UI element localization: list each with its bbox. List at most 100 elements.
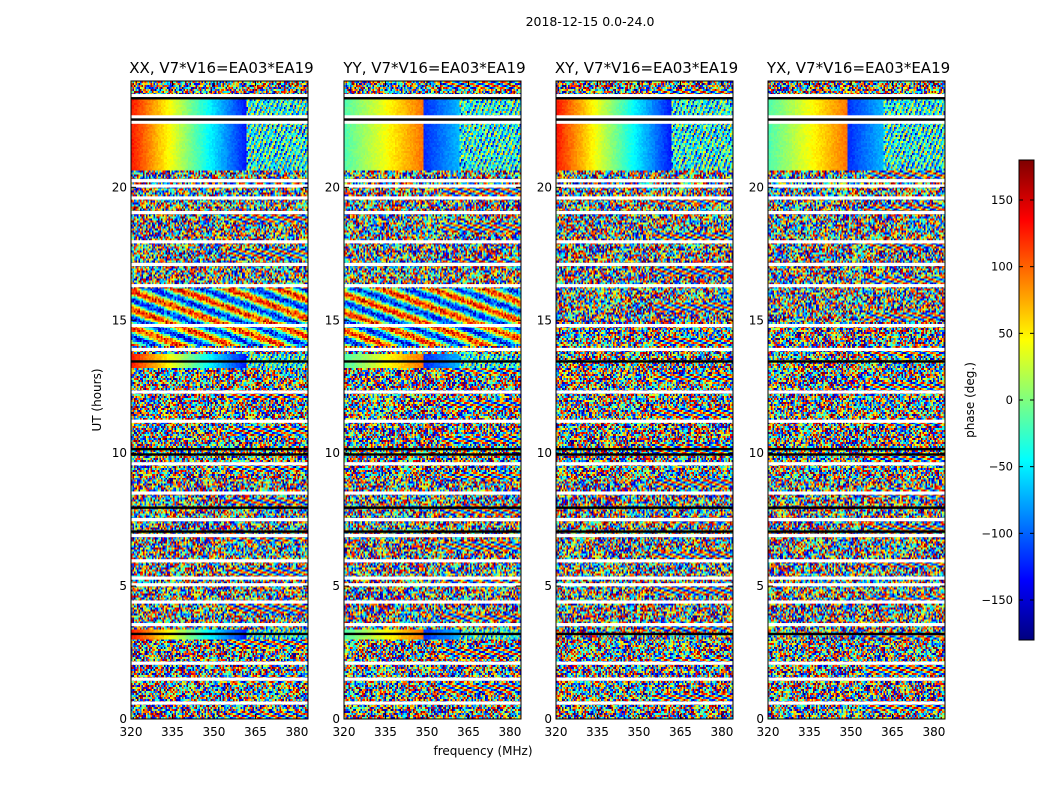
flagged-row: [131, 184, 308, 188]
flagged-row: [344, 240, 521, 244]
flagged-row: [556, 576, 733, 580]
flagged-row: [344, 491, 521, 495]
flagged-row: [556, 284, 733, 288]
y-tick-label: 20: [749, 180, 764, 194]
flagged-row: [344, 184, 521, 188]
y-tick-label: 15: [325, 313, 340, 327]
y-tick-label: 10: [112, 446, 127, 460]
separator-row: [556, 118, 733, 121]
flagged-row: [344, 94, 521, 98]
y-tick-label: 5: [332, 579, 340, 593]
separator-row: [556, 360, 733, 363]
panel-1: YY, V7*V16=EA03*EA19 320 335 350 365 380 0 5 10 1…: [325, 59, 526, 739]
colorbar-tick-label: 100: [991, 260, 1013, 274]
separator-row: [768, 632, 945, 636]
x-tick-label: 320: [120, 725, 143, 739]
flagged-row: [344, 179, 521, 183]
flagged-row: [344, 600, 521, 604]
flagged-row: [556, 94, 733, 98]
panel-title: YY, V7*V16=EA03*EA19: [342, 59, 525, 77]
flagged-row: [131, 210, 308, 215]
flagged-row: [556, 262, 733, 267]
panel-2: XY, V7*V16=EA03*EA19 320 335 350 365 380 0 5 10 1…: [537, 59, 738, 739]
separator-row: [768, 360, 945, 363]
colorbar-tick-label: 150: [991, 193, 1013, 207]
flagged-row: [344, 323, 521, 328]
flagged-row: [344, 210, 521, 215]
separator-row: [556, 506, 733, 509]
panel-title: XY, V7*V16=EA03*EA19: [555, 59, 738, 77]
flagged-row: [768, 462, 945, 466]
separator-row: [768, 506, 945, 509]
flagged-row: [768, 347, 945, 352]
separator-row: [131, 97, 308, 100]
x-tick-label: 365: [244, 725, 267, 739]
separator-row: [131, 453, 308, 456]
flagged-row: [131, 533, 308, 538]
flagged-row: [344, 576, 521, 580]
colorbar-tick-label: 50: [998, 326, 1013, 340]
flagged-row: [768, 677, 945, 681]
separator-row: [344, 447, 521, 451]
colorbar-tick-label: 0: [1006, 393, 1013, 407]
separator-row: [344, 453, 521, 456]
separator-row: [556, 447, 733, 451]
panel-frame: [767, 80, 946, 720]
flagged-row: [768, 120, 945, 124]
y-tick-label: 20: [325, 180, 340, 194]
colorbar-tick-label: −100: [981, 526, 1013, 540]
panel-title: XX, V7*V16=EA03*EA19: [129, 59, 313, 77]
flagged-row: [768, 623, 945, 627]
x-tick-label: 365: [669, 725, 692, 739]
flagged-row: [768, 518, 945, 522]
x-tick-label: 350: [203, 725, 226, 739]
separator-row: [131, 447, 308, 451]
flagged-row: [344, 390, 521, 394]
flagged-row: [131, 120, 308, 124]
colorbar-tick-label: −50: [989, 460, 1013, 474]
separator-row: [556, 97, 733, 100]
colorbar-label: phase (deg.): [963, 362, 977, 438]
y-tick-label: 20: [112, 180, 127, 194]
flagged-row: [556, 583, 733, 587]
separator-row: [768, 97, 945, 100]
y-tick-label: 5: [119, 579, 127, 593]
flagged-row: [131, 559, 308, 563]
flagged-row: [131, 677, 308, 681]
flagged-row: [768, 661, 945, 665]
panel-frame: [555, 80, 734, 720]
y-tick-label: 10: [325, 446, 340, 460]
flagged-row: [131, 518, 308, 522]
flagged-row: [768, 179, 945, 183]
flagged-row: [556, 462, 733, 466]
flagged-row: [768, 196, 945, 200]
separator-row: [344, 506, 521, 509]
separator-row: [131, 632, 308, 636]
flagged-row: [131, 583, 308, 587]
flagged-row: [556, 533, 733, 538]
separator-row: [768, 118, 945, 121]
colorbar: 150 100 50 0 −50 −100 −150: [981, 159, 1035, 641]
x-tick-label: 335: [161, 725, 184, 739]
flagged-row: [556, 196, 733, 200]
x-tick-label: 320: [757, 725, 780, 739]
flagged-row: [556, 518, 733, 522]
panel-0: XX, V7*V16=EA03*EA19 320 335 350 365 380 0 5 10 1…: [112, 59, 314, 739]
flagged-row: [344, 701, 521, 705]
separator-row: [768, 447, 945, 451]
x-tick-label: 335: [374, 725, 397, 739]
flagged-row: [556, 559, 733, 563]
flagged-row: [344, 677, 521, 681]
flagged-row: [131, 262, 308, 267]
flagged-row: [556, 600, 733, 604]
y-tick-label: 0: [332, 712, 340, 726]
y-tick-label: 5: [756, 579, 764, 593]
x-tick-label: 320: [333, 725, 356, 739]
flagged-row: [131, 179, 308, 183]
flagged-row: [131, 419, 308, 423]
flagged-row: [556, 623, 733, 627]
flagged-row: [768, 390, 945, 394]
y-tick-label: 5: [544, 579, 552, 593]
flagged-row: [131, 115, 308, 119]
flagged-row: [131, 390, 308, 394]
